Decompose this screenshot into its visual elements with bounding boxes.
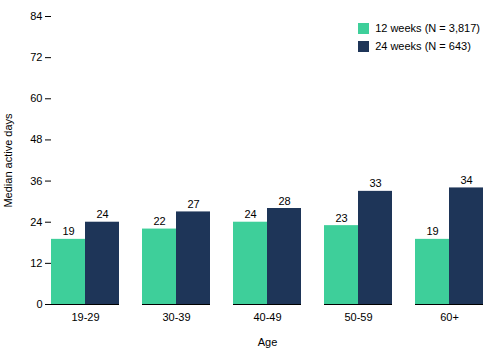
svg-text:60+: 60+ <box>440 311 459 323</box>
svg-text:60: 60 <box>30 92 42 104</box>
svg-text:50-59: 50-59 <box>344 311 372 323</box>
svg-text:12: 12 <box>30 257 42 269</box>
svg-text:48: 48 <box>30 133 42 145</box>
svg-text:Median active days: Median active days <box>2 113 14 208</box>
svg-text:Age: Age <box>258 336 278 348</box>
svg-text:40-49: 40-49 <box>253 311 281 323</box>
html-text:12 weeks (N = 3,817): 12 weeks (N = 3,817) <box>375 22 480 34</box>
svg-text:30-39: 30-39 <box>162 311 190 323</box>
svg-text:24: 24 <box>30 216 42 228</box>
html-text:24 weeks (N = 643): 24 weeks (N = 643) <box>375 39 471 52</box>
svg-text:33: 33 <box>369 177 381 189</box>
svg-text:24: 24 <box>96 208 108 220</box>
svg-text:22: 22 <box>153 215 165 227</box>
svg-text:23: 23 <box>335 212 347 224</box>
svg-text:0: 0 <box>36 298 42 310</box>
svg-text:27: 27 <box>187 198 199 210</box>
svg-text:19: 19 <box>62 225 74 237</box>
svg-text:36: 36 <box>30 175 42 187</box>
svg-text:19: 19 <box>426 225 438 237</box>
svg-text:34: 34 <box>460 174 472 186</box>
svg-text:84: 84 <box>30 10 42 22</box>
svg-text:19-29: 19-29 <box>71 311 99 323</box>
svg-text:24: 24 <box>244 208 256 220</box>
svg-text:28: 28 <box>278 195 290 207</box>
svg-text:72: 72 <box>30 51 42 63</box>
